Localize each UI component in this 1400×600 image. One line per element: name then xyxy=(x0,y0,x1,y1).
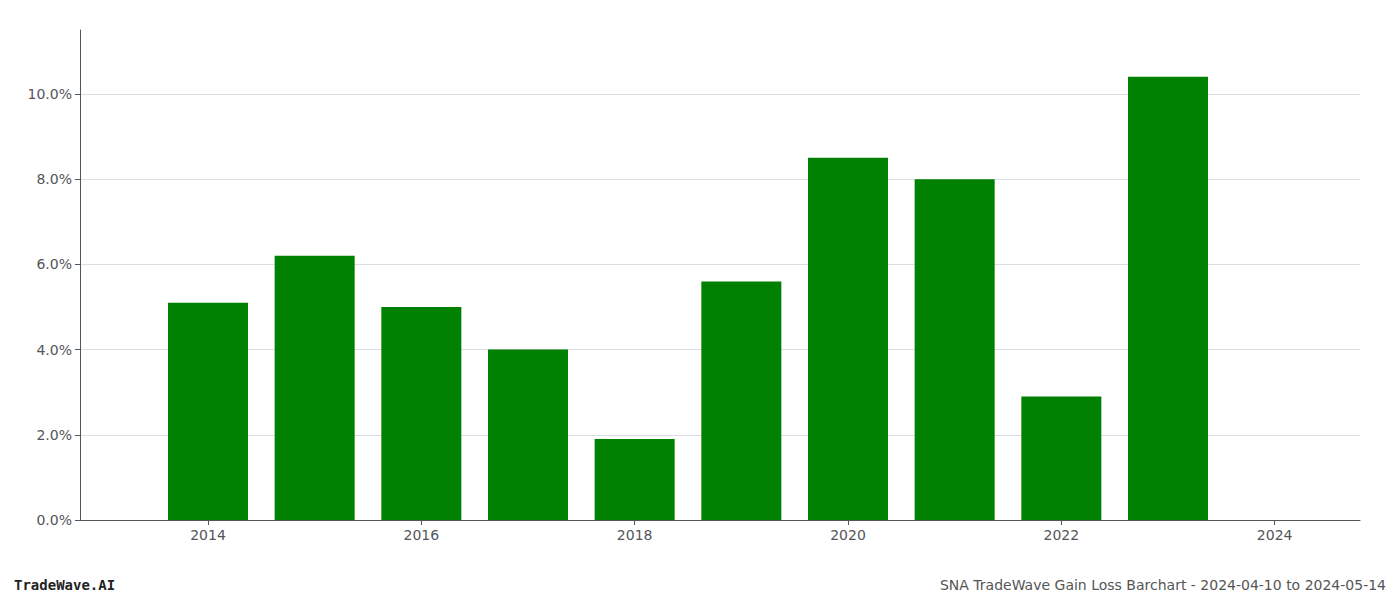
svg-text:2020: 2020 xyxy=(830,527,866,543)
svg-text:2016: 2016 xyxy=(404,527,440,543)
svg-text:2022: 2022 xyxy=(1044,527,1080,543)
svg-text:6.0%: 6.0% xyxy=(36,256,72,272)
svg-text:2.0%: 2.0% xyxy=(36,427,72,443)
svg-text:8.0%: 8.0% xyxy=(36,171,72,187)
svg-text:2018: 2018 xyxy=(617,527,653,543)
svg-text:4.0%: 4.0% xyxy=(36,342,72,358)
svg-text:10.0%: 10.0% xyxy=(28,86,72,102)
svg-text:2024: 2024 xyxy=(1257,527,1293,543)
svg-text:2014: 2014 xyxy=(190,527,226,543)
svg-text:TradeWave.AI: TradeWave.AI xyxy=(14,577,115,593)
svg-text:0.0%: 0.0% xyxy=(36,512,72,528)
svg-text:SNA TradeWave Gain Loss Barcha: SNA TradeWave Gain Loss Barchart - 2024-… xyxy=(940,577,1386,593)
